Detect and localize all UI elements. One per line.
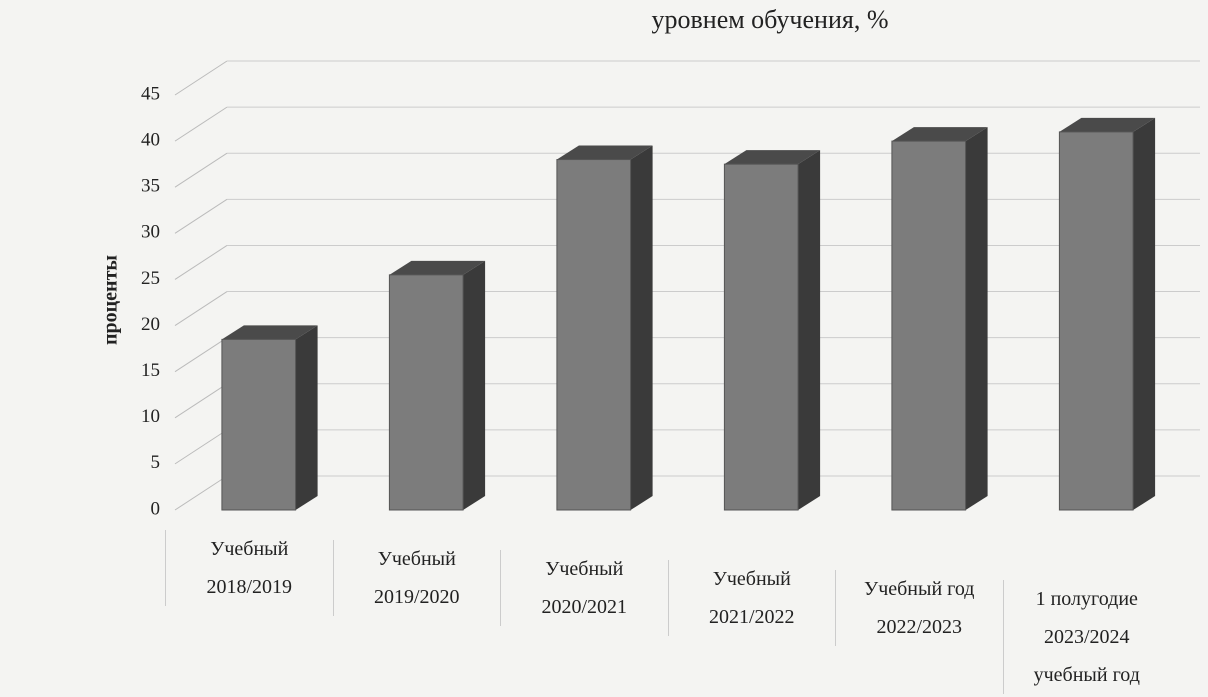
- bar: [556, 159, 632, 511]
- x-tick-label: Учебный 2020/2021: [500, 550, 668, 626]
- bar-top: [724, 150, 821, 165]
- y-tick-label: 10: [141, 406, 160, 427]
- bar-top: [1059, 117, 1156, 132]
- x-tick-label: Учебный 2021/2022: [667, 560, 836, 636]
- grid-line: [174, 60, 228, 96]
- bar: [388, 274, 464, 511]
- y-tick-label: 30: [141, 222, 160, 243]
- bar-side: [798, 150, 821, 510]
- x-tick-label: Учебный 2019/2020: [332, 540, 501, 616]
- y-tick-label: 15: [141, 360, 160, 381]
- bar-top: [556, 145, 653, 160]
- grid-line: [174, 245, 228, 280]
- chart-title: уровнем обучения, %: [652, 5, 889, 34]
- bar-top: [891, 127, 988, 142]
- bar: [221, 338, 297, 511]
- y-tick-label: 20: [141, 314, 160, 335]
- bar-side: [630, 145, 653, 511]
- y-tick-label: 40: [141, 129, 160, 150]
- bar-side: [1133, 117, 1156, 510]
- x-tick-label: Учебный год 2022/2023: [835, 570, 1003, 646]
- grid-line: [174, 198, 228, 234]
- y-tick-label: 25: [141, 268, 160, 289]
- bar-side: [965, 127, 988, 510]
- x-tick-label: 1 полугодие 2023/2024 учебный год: [1002, 580, 1171, 694]
- grid-line: [174, 429, 228, 465]
- y-tick-label: 35: [141, 176, 160, 197]
- bar: [891, 140, 967, 511]
- grid-line: [174, 475, 228, 511]
- bar-top: [221, 325, 318, 340]
- grid-line: [174, 337, 228, 373]
- grid-line: [174, 383, 228, 419]
- y-axis-label: проценты: [100, 255, 122, 345]
- y-tick-label: 45: [141, 83, 160, 104]
- grid-line: [174, 106, 228, 142]
- y-tick-label: 0: [151, 498, 161, 519]
- grid-line: [174, 152, 228, 188]
- bar-side: [463, 260, 486, 510]
- bar: [1058, 131, 1134, 511]
- bar-top: [389, 260, 486, 275]
- y-tick-label: 5: [151, 452, 161, 473]
- bar: [723, 163, 799, 511]
- bar-side: [295, 325, 318, 510]
- x-tick-label: Учебный 2018/2019: [165, 530, 333, 606]
- grid-line: [174, 291, 228, 326]
